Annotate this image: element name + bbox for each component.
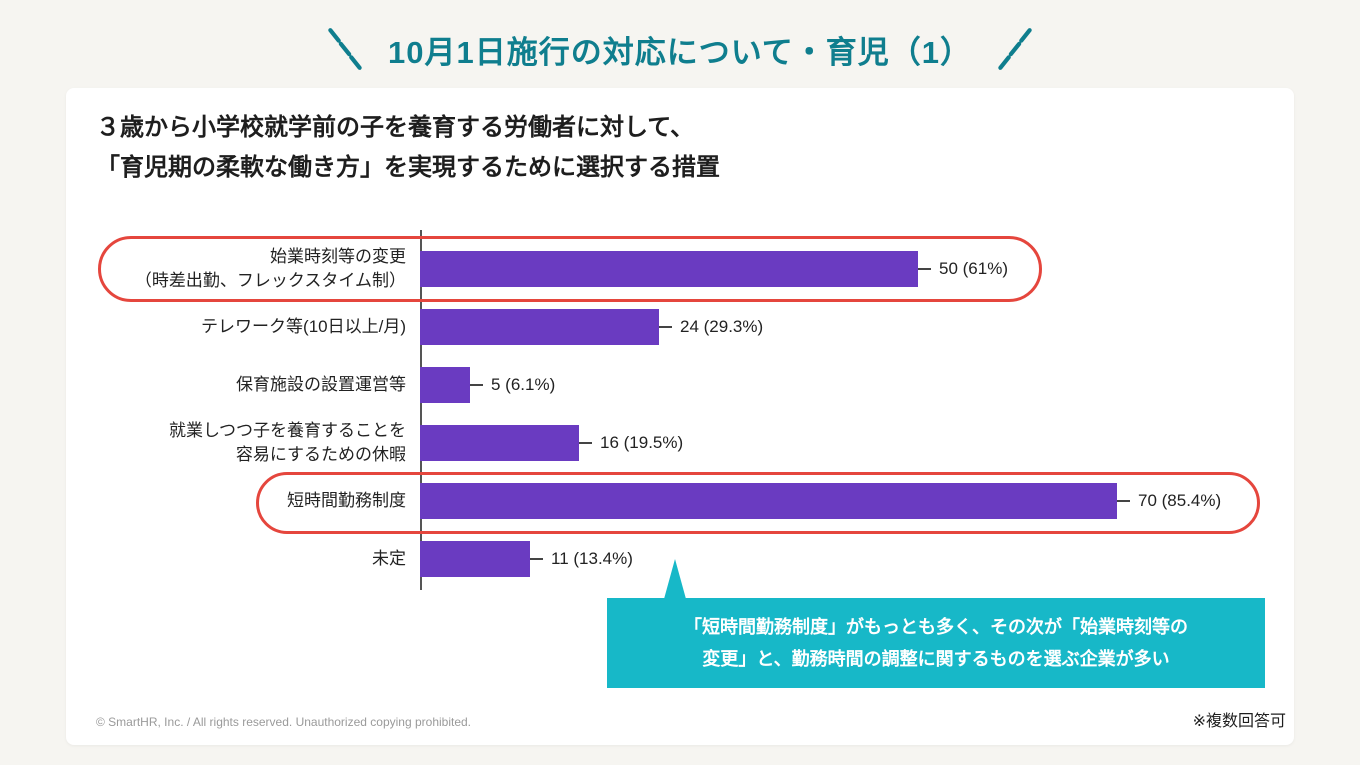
callout-line-1: 「短時間勤務制度」がもっとも多く、その次が「始業時刻等の	[684, 617, 1188, 637]
callout: 「短時間勤務制度」がもっとも多く、その次が「始業時刻等の 変更」と、勤務時間の調…	[607, 598, 1265, 688]
value-connector-line	[530, 558, 543, 560]
bar-label: 保育施設の設置運営等	[236, 375, 406, 395]
chart-row: 短時間勤務制度 70 (85.4%)	[96, 472, 1266, 530]
bar-area: 50 (61%)	[420, 251, 1008, 287]
bar-label: 始業時刻等の変更 （時差出勤、フレックスタイム制）	[134, 247, 406, 290]
value-connector-line	[579, 442, 592, 444]
bar-area: 11 (13.4%)	[420, 541, 633, 577]
bar	[420, 425, 579, 461]
chart-row: 保育施設の設置運営等 5 (6.1%)	[96, 356, 1266, 414]
title-decoration-left-icon	[328, 28, 362, 70]
chart-question-heading: ３歳から小学校就学前の子を養育する労働者に対して、 「育児期の柔軟な働き方」を実…	[96, 108, 720, 188]
callout-line-2: 変更」と、勤務時間の調整に関するものを選ぶ企業が多い	[702, 649, 1170, 669]
value-label: 16 (19.5%)	[600, 433, 684, 452]
bar-area: 16 (19.5%)	[420, 425, 683, 461]
bar-label: 短時間勤務制度	[287, 491, 406, 511]
value-connector-line	[470, 384, 483, 386]
chart-rows: 始業時刻等の変更 （時差出勤、フレックスタイム制） 50 (61%) テレワーク等(1…	[96, 240, 1266, 588]
value-connector-line	[1117, 500, 1130, 502]
bar	[420, 541, 530, 577]
slide-header: 10月1日施行の対応について・育児（1）	[0, 26, 1360, 72]
bar-chart: 始業時刻等の変更 （時差出勤、フレックスタイム制） 50 (61%) テレワーク等(1…	[96, 230, 1266, 590]
bar-area: 70 (85.4%)	[420, 483, 1221, 519]
bar-label: 未定	[372, 549, 406, 569]
chart-row: 始業時刻等の変更 （時差出勤、フレックスタイム制） 50 (61%)	[96, 240, 1266, 298]
bar-area: 24 (29.3%)	[420, 309, 763, 345]
content-card: ３歳から小学校就学前の子を養育する労働者に対して、 「育児期の柔軟な働き方」を実…	[66, 88, 1294, 745]
value-label: 5 (6.1%)	[491, 375, 556, 394]
bar	[420, 251, 918, 287]
title-decoration-right-icon	[998, 28, 1032, 70]
value-label: 70 (85.4%)	[1138, 491, 1222, 510]
chart-row: テレワーク等(10日以上/月) 24 (29.3%)	[96, 298, 1266, 356]
bar-label: テレワーク等(10日以上/月)	[201, 317, 406, 337]
chart-row: 未定 11 (13.4%)	[96, 530, 1266, 588]
heading-line-1: ３歳から小学校就学前の子を養育する労働者に対して、	[96, 114, 695, 141]
heading-line-2: 「育児期の柔軟な働き方」を実現するために選択する措置	[96, 154, 720, 181]
value-connector-line	[918, 268, 931, 270]
page-title: 10月1日施行の対応について・育児（1）	[387, 34, 973, 70]
bar	[420, 309, 659, 345]
callout-pointer	[664, 559, 686, 599]
value-label: 50 (61%)	[939, 259, 1008, 278]
value-label: 11 (13.4%)	[551, 549, 633, 568]
bar-label: 就業しつつ子を養育することを 容易にするための休暇	[169, 421, 406, 464]
chart-row: 就業しつつ子を養育することを 容易にするための休暇 16 (19.5%)	[96, 414, 1266, 472]
copyright: © SmartHR, Inc. / All rights reserved. U…	[96, 715, 472, 729]
chart-axis	[420, 230, 422, 590]
value-connector-line	[659, 326, 672, 328]
bar	[420, 483, 1117, 519]
footnote: ※複数回答可	[1192, 713, 1286, 730]
bar	[420, 367, 470, 403]
bar-area: 5 (6.1%)	[420, 367, 555, 403]
value-label: 24 (29.3%)	[680, 317, 764, 336]
